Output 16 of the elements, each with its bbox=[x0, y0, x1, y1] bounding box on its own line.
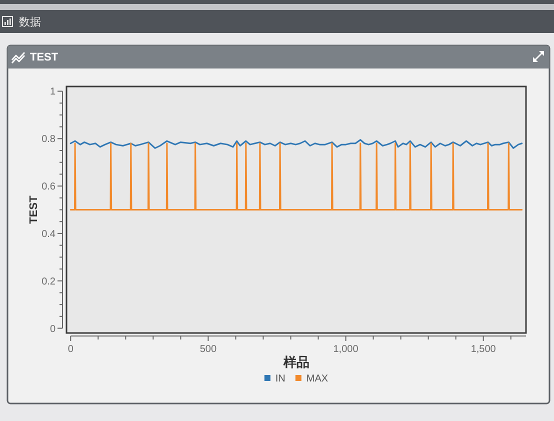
x-tick-label: 0 bbox=[68, 344, 74, 355]
x-tick-label: 500 bbox=[200, 344, 217, 355]
y-tick-label: 0.8 bbox=[42, 134, 56, 146]
x-tick-label: 1,500 bbox=[470, 344, 496, 355]
y-tick-label: 0.2 bbox=[42, 276, 56, 288]
legend-label: MAX bbox=[306, 374, 328, 384]
x-axis-title: 样品 bbox=[282, 354, 310, 370]
y-tick-label: 0.4 bbox=[42, 228, 56, 240]
legend-label: IN bbox=[275, 374, 286, 384]
chart-subtitle: TEST bbox=[30, 52, 58, 64]
y-tick-label: 0 bbox=[50, 324, 56, 335]
chart-title: 数据 bbox=[19, 16, 41, 28]
y-tick-label: 1 bbox=[50, 86, 56, 98]
y-tick-label: 0.6 bbox=[42, 182, 56, 193]
x-tick-label: 1,000 bbox=[333, 344, 359, 355]
y-axis-title: TEST bbox=[28, 195, 40, 224]
